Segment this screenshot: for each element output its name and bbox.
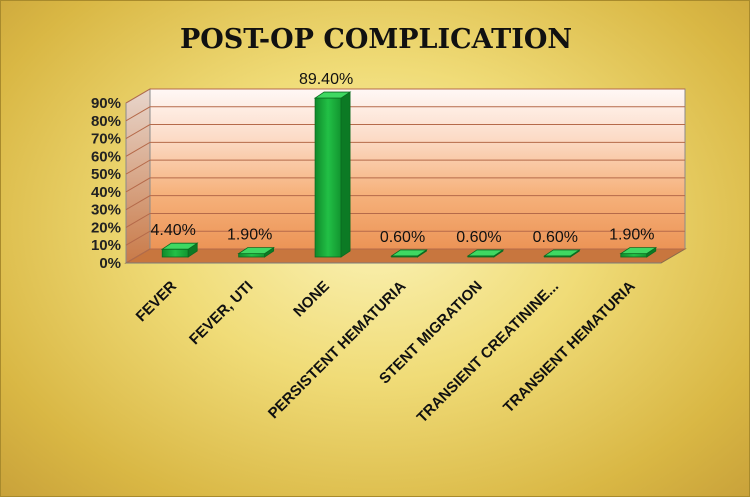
x-tick-label: FEVER bbox=[133, 278, 181, 326]
y-tick-label: 10% bbox=[91, 237, 121, 254]
bar-side bbox=[340, 91, 351, 258]
data-label: 89.40% bbox=[299, 71, 353, 88]
bar bbox=[466, 249, 505, 258]
y-tick-label: 50% bbox=[91, 166, 121, 183]
gridline bbox=[125, 159, 685, 175]
bar bbox=[543, 249, 581, 258]
data-label: 4.40% bbox=[151, 222, 196, 239]
back-wall bbox=[149, 88, 686, 250]
y-tick-label: 40% bbox=[91, 184, 121, 201]
bar bbox=[313, 91, 352, 258]
data-label: 0.60% bbox=[380, 229, 425, 246]
y-tick-label: 80% bbox=[91, 113, 121, 130]
gridline bbox=[125, 141, 685, 157]
y-tick-label: 20% bbox=[91, 219, 121, 236]
gridline bbox=[125, 248, 685, 264]
bar bbox=[619, 246, 658, 258]
gridline bbox=[125, 106, 685, 122]
x-tick-label: NONE bbox=[290, 278, 333, 321]
plot-area: 0%10%20%30%40%50%60%70%80%90% 4.40% FEVER 1… bbox=[91, 71, 687, 427]
bar-front bbox=[238, 253, 266, 258]
bar bbox=[160, 242, 199, 258]
side-wall bbox=[125, 88, 151, 264]
bar-top bbox=[237, 247, 275, 255]
bar-top bbox=[619, 247, 658, 255]
bar-front bbox=[620, 253, 648, 258]
y-tick-label: 60% bbox=[91, 148, 121, 165]
gridline bbox=[125, 212, 685, 228]
x-tick-label: TRANSIENT CREATININE... bbox=[414, 278, 563, 427]
x-tick-label: PERSISTENT HEMATURIA bbox=[265, 278, 410, 423]
y-tick-label: 30% bbox=[91, 202, 121, 219]
y-tick-label: 0% bbox=[99, 255, 121, 272]
bar-top bbox=[543, 249, 581, 257]
gridline bbox=[125, 124, 685, 139]
y-tick-label: 90% bbox=[91, 95, 121, 112]
gridline bbox=[125, 177, 685, 193]
data-label: 0.60% bbox=[533, 229, 578, 246]
bar-top bbox=[313, 91, 352, 99]
x-tick-label: FEVER, UTI bbox=[186, 278, 256, 348]
gridline bbox=[125, 195, 685, 211]
x-tick-label: TRANSIENT HEMATURIA bbox=[500, 278, 639, 417]
bar-top bbox=[466, 249, 505, 257]
data-label: 1.90% bbox=[609, 227, 654, 244]
bar-top bbox=[390, 249, 428, 257]
bar bbox=[390, 249, 428, 258]
data-label: 0.60% bbox=[456, 229, 501, 246]
chart-title: POST-OP COMPLICATION bbox=[180, 24, 572, 55]
bar-top bbox=[160, 242, 199, 250]
y-tick-label: 70% bbox=[91, 131, 121, 148]
bar-front bbox=[161, 248, 189, 258]
bar bbox=[237, 246, 275, 258]
gridline bbox=[125, 230, 685, 246]
data-label: 1.90% bbox=[227, 227, 272, 244]
gridline bbox=[125, 88, 685, 104]
bar-front bbox=[314, 97, 342, 258]
